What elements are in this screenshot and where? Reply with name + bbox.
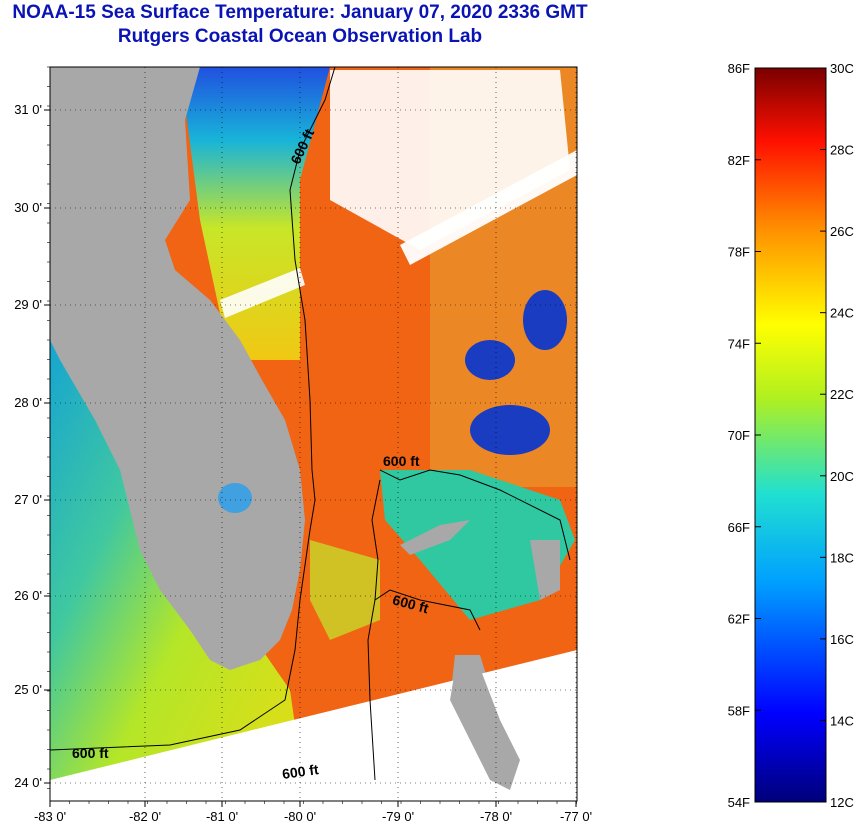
celsius-label: 20C bbox=[830, 469, 854, 484]
contour-label-bahamas: 600 ft bbox=[383, 453, 420, 469]
no-data-region bbox=[50, 650, 577, 801]
fahrenheit-label: 74F bbox=[728, 336, 750, 351]
celsius-label: 30C bbox=[830, 61, 854, 76]
isobath-600ft bbox=[50, 67, 336, 751]
lon-tick-label: -80 0' bbox=[284, 809, 316, 824]
lon-tick-label: -79 0' bbox=[382, 809, 414, 824]
celsius-label: 24C bbox=[830, 306, 854, 321]
map-subtitle: Rutgers Coastal Ocean Observation Lab bbox=[117, 26, 483, 47]
fahrenheit-label: 86F bbox=[728, 61, 750, 76]
lat-tick-label: 28 0' bbox=[14, 395, 42, 410]
lat-tick-label: 26 0' bbox=[14, 588, 42, 603]
lat-tick-label: 25 0' bbox=[14, 682, 42, 697]
lon-tick-label: -77 0' bbox=[560, 809, 592, 824]
map-frame bbox=[49, 66, 578, 802]
fahrenheit-label: 62F bbox=[728, 612, 750, 627]
lat-tick-label: 24 0' bbox=[14, 775, 42, 790]
celsius-label: 26C bbox=[830, 224, 854, 239]
cold-patch bbox=[470, 405, 550, 455]
fahrenheit-label: 66F bbox=[728, 520, 750, 535]
colorbar: 86F 82F 78F 74F 70F 66F 62F 58F 54F 30C 28C 26C 24C… bbox=[728, 61, 854, 810]
map-body: 600 ft 600 ft 600 ft 600 ft 600 ft bbox=[50, 67, 577, 801]
fahrenheit-label: 54F bbox=[728, 795, 750, 810]
fahrenheit-labels: 86F 82F 78F 74F 70F 66F 62F 58F 54F bbox=[728, 61, 761, 810]
celsius-labels: 30C 28C 26C 24C 22C 20C 18C 16C 14C 12C bbox=[820, 61, 854, 810]
bahama-banks-water bbox=[380, 470, 575, 620]
lake-okeechobee bbox=[218, 483, 252, 513]
fahrenheit-label: 58F bbox=[728, 703, 750, 718]
contour-label-straits: 600 ft bbox=[281, 761, 320, 782]
celsius-label: 12C bbox=[830, 795, 854, 810]
florida-landmass bbox=[50, 67, 305, 670]
sst-map: 600 ft 600 ft 600 ft 600 ft 600 ft -83 0… bbox=[14, 66, 592, 824]
lon-tick-label: -78 0' bbox=[480, 809, 512, 824]
contour-label-keys: 600 ft bbox=[72, 745, 109, 761]
lat-tick-label: 29 0' bbox=[14, 297, 42, 312]
lat-tick-label: 27 0' bbox=[14, 492, 42, 507]
fahrenheit-label: 70F bbox=[728, 428, 750, 443]
lon-tick-label: -81 0' bbox=[206, 809, 238, 824]
celsius-label: 28C bbox=[830, 143, 854, 158]
fahrenheit-label: 82F bbox=[728, 153, 750, 168]
lon-tick-label: -82 0' bbox=[129, 809, 161, 824]
colorbar-scale bbox=[754, 67, 827, 803]
fahrenheit-label: 78F bbox=[728, 245, 750, 260]
celsius-label: 22C bbox=[830, 387, 854, 402]
lat-tick-label: 31 0' bbox=[14, 102, 42, 117]
celsius-label: 18C bbox=[830, 550, 854, 565]
lon-tick-label: -83 0' bbox=[34, 809, 66, 824]
lat-tick-label: 30 0' bbox=[14, 200, 42, 215]
celsius-label: 14C bbox=[830, 713, 854, 728]
cloud-cover bbox=[330, 70, 570, 250]
celsius-label: 16C bbox=[830, 632, 854, 647]
axis-ticks: -83 0' -82 0' -81 0' -80 0' -79 0' -78 0' -77 … bbox=[14, 66, 592, 824]
map-title: NOAA-15 Sea Surface Temperature: January… bbox=[12, 2, 588, 23]
